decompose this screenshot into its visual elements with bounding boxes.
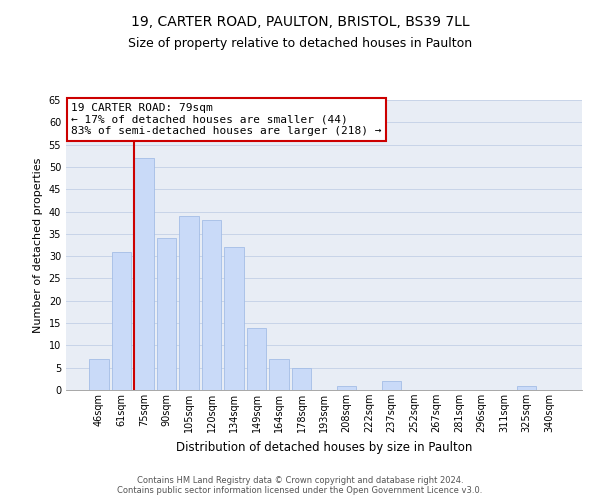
Text: 19 CARTER ROAD: 79sqm
← 17% of detached houses are smaller (44)
83% of semi-deta: 19 CARTER ROAD: 79sqm ← 17% of detached … <box>71 103 382 136</box>
Bar <box>179 216 199 390</box>
Bar <box>202 220 221 390</box>
Bar <box>134 158 154 390</box>
Bar <box>337 386 356 390</box>
Text: Contains HM Land Registry data © Crown copyright and database right 2024.: Contains HM Land Registry data © Crown c… <box>137 476 463 485</box>
Bar <box>157 238 176 390</box>
Text: Contains public sector information licensed under the Open Government Licence v3: Contains public sector information licen… <box>118 486 482 495</box>
Text: Size of property relative to detached houses in Paulton: Size of property relative to detached ho… <box>128 38 472 51</box>
Bar <box>224 247 244 390</box>
Bar <box>112 252 131 390</box>
Bar <box>269 359 289 390</box>
Bar <box>382 381 401 390</box>
Bar <box>292 368 311 390</box>
Bar <box>89 359 109 390</box>
Bar <box>247 328 266 390</box>
Y-axis label: Number of detached properties: Number of detached properties <box>33 158 43 332</box>
Bar <box>517 386 536 390</box>
X-axis label: Distribution of detached houses by size in Paulton: Distribution of detached houses by size … <box>176 440 472 454</box>
Text: 19, CARTER ROAD, PAULTON, BRISTOL, BS39 7LL: 19, CARTER ROAD, PAULTON, BRISTOL, BS39 … <box>131 15 469 29</box>
